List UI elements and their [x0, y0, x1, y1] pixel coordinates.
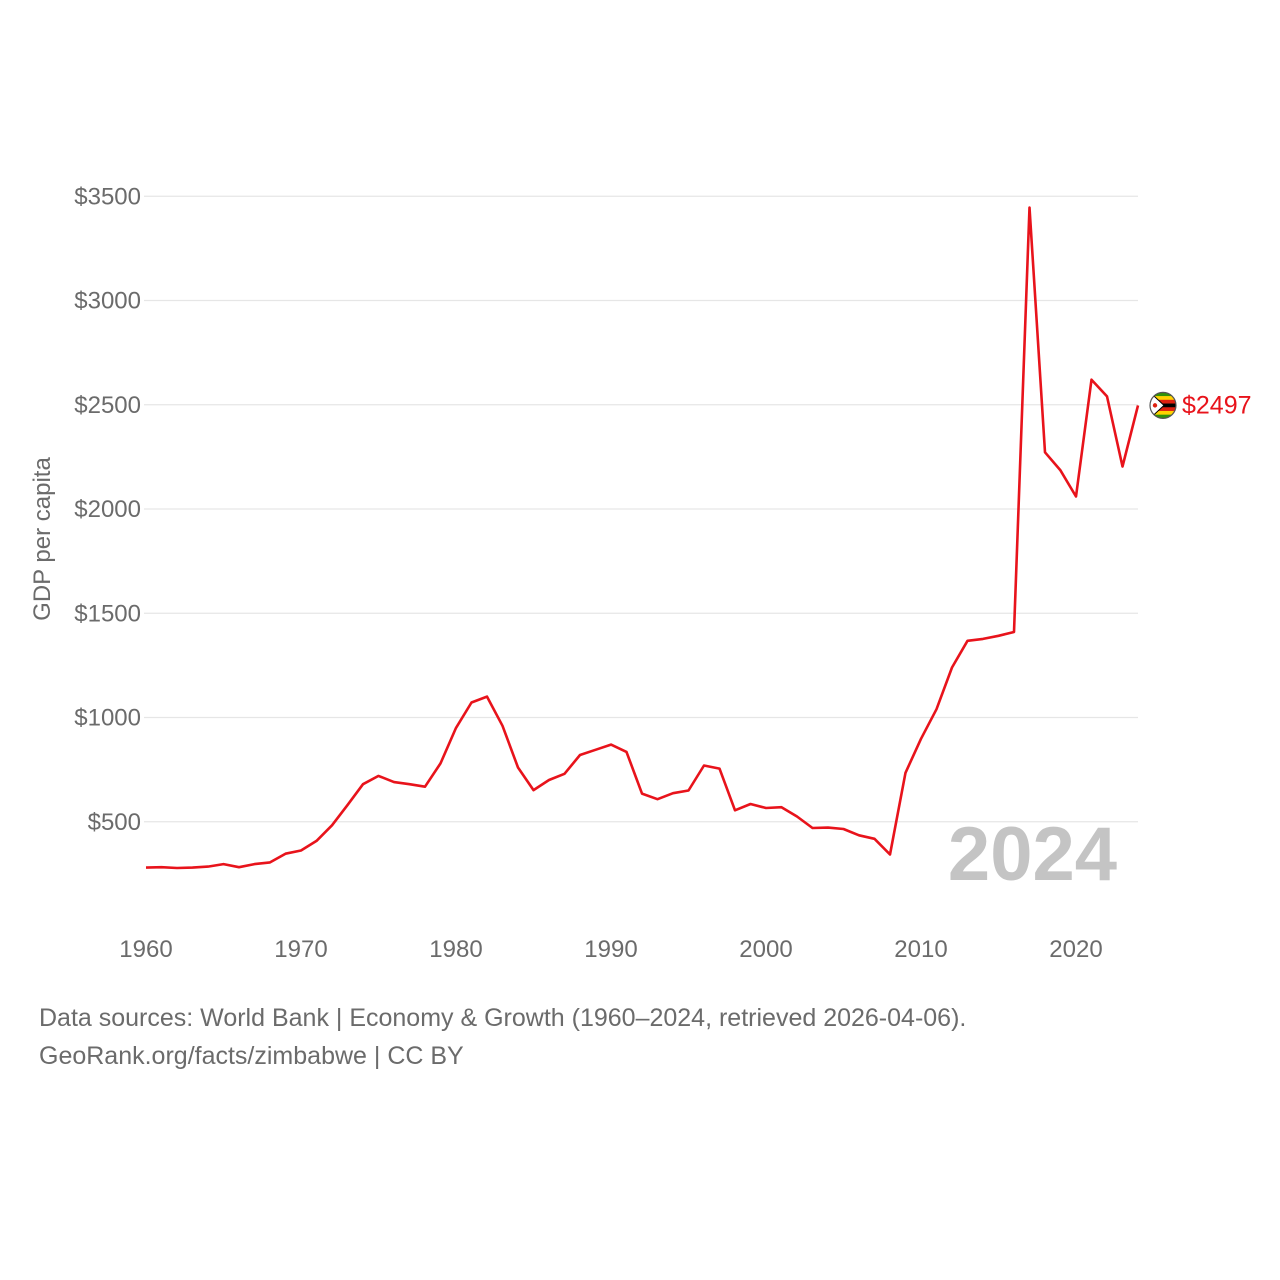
series-line-zimbabwe [145, 206, 1140, 870]
series-end-value-label: $2497 [1182, 391, 1252, 419]
y-tick-label: $1000 [74, 705, 141, 732]
zimbabwe-flag-icon [1149, 391, 1177, 419]
y-tick-label: $1500 [74, 600, 141, 627]
x-tick-label: 2020 [1049, 936, 1102, 963]
y-axis-ticks: $500 $1000 $1500 $2000 $2500 $3000 $3500 [74, 183, 141, 836]
y-tick-label: $2000 [74, 496, 141, 523]
x-tick-label: 1960 [119, 936, 172, 963]
x-tick-label: 1980 [429, 936, 482, 963]
x-tick-label: 2010 [894, 936, 947, 963]
x-tick-label: 1990 [584, 936, 637, 963]
x-axis-ticks: 1960 1970 1980 1990 2000 2010 2020 [119, 936, 1102, 963]
x-tick-label: 1970 [274, 936, 327, 963]
y-tick-label: $3000 [74, 288, 141, 315]
y-tick-label: $3500 [74, 183, 141, 210]
grid [144, 195, 1138, 823]
y-axis-label: GDP per capita [29, 457, 56, 621]
current-year-label: 2024 [948, 812, 1117, 897]
source-line-2[interactable]: GeoRank.org/facts/zimbabwe | CC BY [39, 1042, 464, 1070]
y-tick-label: $500 [88, 809, 141, 836]
series-group: $2497 [145, 206, 1252, 870]
x-tick-label: 2000 [739, 936, 792, 963]
source-line-1: Data sources: World Bank | Economy & Gro… [39, 1004, 967, 1032]
y-tick-label: $2500 [74, 392, 141, 419]
